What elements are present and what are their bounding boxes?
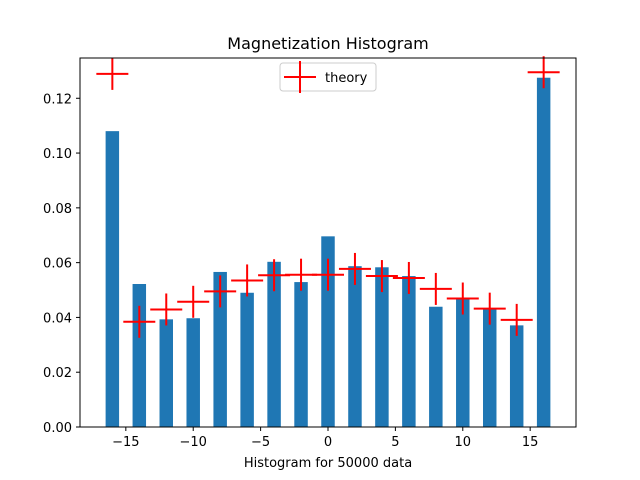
chart-title: Magnetization Histogram [227,34,428,53]
histogram-bar [186,318,200,427]
histogram-bar [267,261,281,427]
histogram-bar [348,266,362,427]
y-tick-label: 0.02 [43,366,72,381]
histogram-bar [402,276,416,427]
histogram-bar [429,306,443,427]
x-tick-label: −5 [251,435,270,450]
histogram-bar [105,131,120,428]
x-tick-label: −10 [179,435,206,450]
y-tick-label: 0.12 [43,92,72,107]
theory-marker [231,264,264,297]
theory-marker [177,285,210,318]
theory-marker [365,260,398,293]
legend-label: theory [325,71,368,86]
histogram-bar [132,284,147,427]
y-tick-label: 0.08 [43,202,72,217]
histogram-bar [240,292,254,427]
histogram-bar [375,267,389,427]
y-tick-label: 0.00 [43,421,72,436]
ticks-group: −15 −10 −5 0 5 10 15 0.00 0.02 0.04 0.06 0.08 0.10 0.… [43,92,538,450]
theory-marker [285,258,318,291]
histogram-bar [483,308,497,427]
theory-marker [419,272,452,305]
histogram-bar [321,236,335,427]
y-tick-label: 0.06 [43,257,72,272]
histogram-bar [159,319,173,427]
theory-marker [258,259,291,292]
theory-marker [392,261,425,294]
theory-marker [446,282,479,315]
theory-markers-group [96,56,560,338]
histogram-bar [213,271,227,427]
x-axis-label: Histogram for 50000 data [244,456,412,471]
theory-marker [150,293,183,326]
legend-box [279,62,377,92]
theory-marker [312,258,344,291]
x-tick-label: 5 [391,435,399,450]
x-tick-label: −15 [112,435,139,450]
theory-marker [500,303,533,336]
theory-marker [338,252,371,285]
theory-marker [527,56,560,89]
x-tick-label: 10 [455,435,472,450]
y-tick-label: 0.10 [43,147,72,162]
y-tick-label: 0.04 [43,311,72,326]
legend: theory [279,61,377,93]
theory-marker [473,292,506,325]
histogram-bar [536,77,551,428]
theory-marker [123,305,156,338]
theory-marker [96,57,129,90]
x-tick-label: 0 [324,435,332,450]
x-tick-label: 15 [522,435,539,450]
histogram-bar [294,282,308,427]
bars-group [105,77,551,428]
histogram-bar [509,325,524,427]
theory-marker [204,275,237,308]
histogram-bar [456,298,470,427]
